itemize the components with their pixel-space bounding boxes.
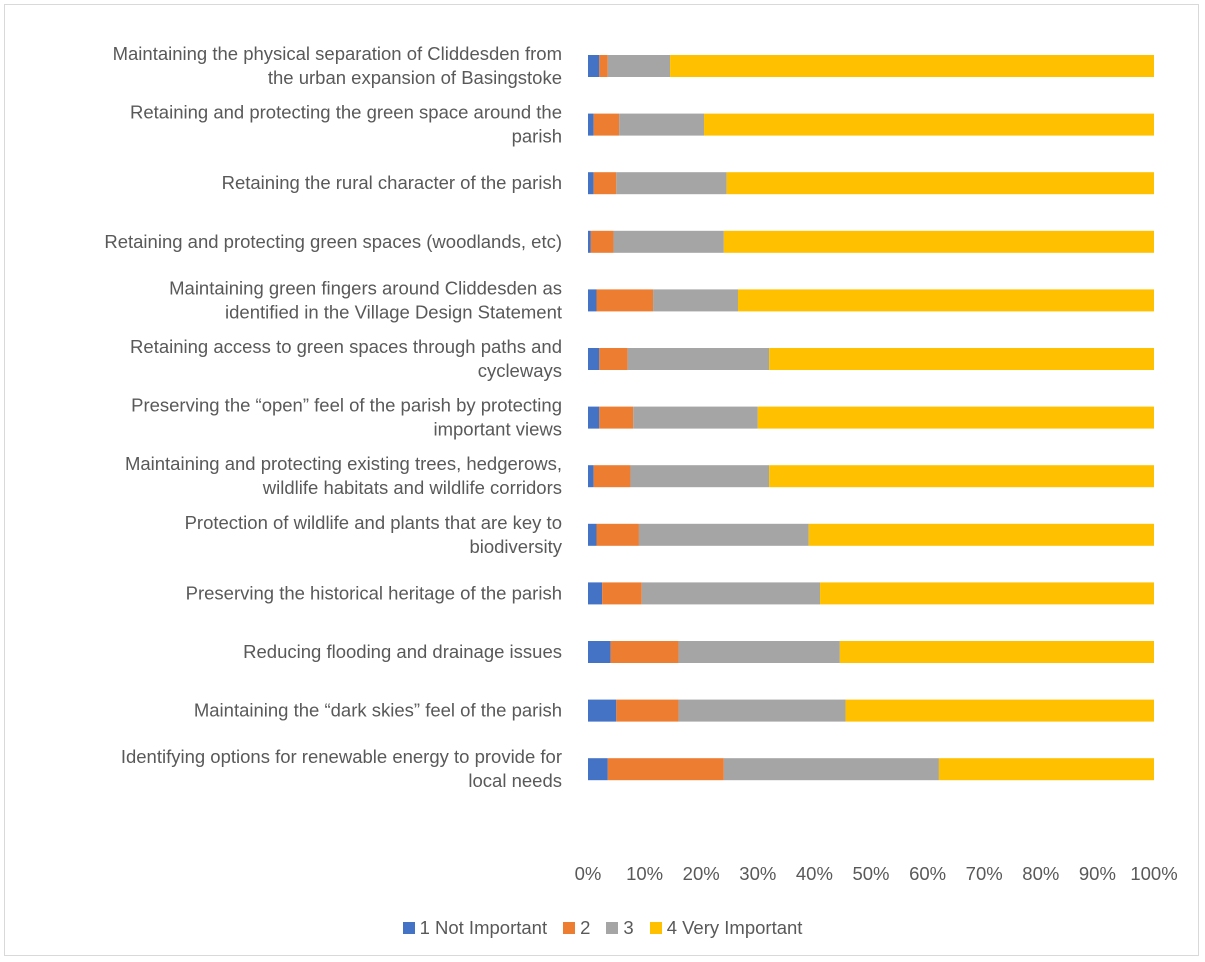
bar-segment-2-series-4	[704, 113, 1154, 136]
bar-segment-11-series-3	[678, 641, 840, 663]
bar-segment-6-series-3	[627, 348, 770, 370]
category-label: Maintaining the “dark skies” feel of the…	[194, 700, 562, 721]
x-tick-label: 10%	[626, 863, 663, 884]
bar-segment-9-series-4	[808, 523, 1154, 546]
bar-segment-4-series-2	[590, 230, 614, 253]
category-label: Maintaining the physical separation of C…	[113, 43, 562, 88]
bar-segment-5-series-1	[588, 289, 597, 312]
bar-segment-2-series-3	[619, 113, 705, 136]
bar-segment-9-series-2	[596, 523, 639, 546]
bar-segment-1-series-3	[607, 55, 671, 77]
x-tick-label: 80%	[1022, 863, 1059, 884]
category-label: Retaining access to green spaces through…	[130, 336, 562, 381]
bar-segment-6-series-4	[769, 348, 1154, 370]
bar-segment-10-series-2	[602, 582, 642, 605]
bar-segment-7-series-2	[599, 406, 634, 429]
x-tick-label: 50%	[852, 863, 889, 884]
bar-segment-1-series-1	[588, 55, 600, 77]
category-label: Retaining and protecting the green space…	[130, 102, 562, 147]
bar-segment-12-series-4	[845, 699, 1154, 722]
category-label: Maintaining and protecting existing tree…	[125, 453, 562, 498]
bar-segment-1-series-2	[599, 55, 608, 77]
category-label: Protection of wildlife and plants that a…	[185, 512, 563, 557]
legend-swatch	[402, 922, 415, 934]
legend-label: 2	[580, 917, 591, 938]
bar-segment-6-series-2	[599, 348, 628, 370]
category-label: Reducing flooding and drainage issues	[243, 641, 562, 662]
bar-segment-5-series-3	[653, 289, 738, 312]
bar-segment-12-series-3	[678, 699, 846, 722]
bar-segment-10-series-3	[641, 582, 821, 605]
bar-segment-8-series-4	[769, 465, 1154, 488]
x-tick-label: 100%	[1130, 863, 1177, 884]
bar-segment-8-series-1	[588, 465, 594, 488]
bar-segment-7-series-4	[757, 406, 1154, 429]
bar-segment-3-series-4	[726, 172, 1154, 195]
x-tick-label: 30%	[739, 863, 776, 884]
legend-swatch	[649, 922, 662, 934]
bar-segment-4-series-4	[723, 230, 1154, 253]
bar-segment-1-series-4	[670, 55, 1154, 77]
bar-segment-5-series-4	[737, 289, 1154, 312]
x-tick-label: 90%	[1079, 863, 1116, 884]
legend-item: 2	[563, 917, 590, 939]
bar-segment-13-series-2	[607, 758, 724, 781]
bar-segment-11-series-4	[839, 641, 1154, 663]
legend-item: 3	[606, 917, 634, 939]
x-tick-label: 20%	[683, 863, 720, 884]
bar-segment-3-series-3	[616, 172, 727, 195]
bar-segment-5-series-2	[596, 289, 654, 312]
category-label: Preserving the “open” feel of the parish…	[131, 395, 562, 440]
bar-segment-3-series-2	[593, 172, 617, 195]
bar-segment-9-series-1	[588, 523, 597, 546]
category-label: Retaining the rural character of the par…	[222, 172, 562, 193]
bar-segment-4-series-3	[613, 230, 724, 253]
bars-group	[588, 55, 1154, 781]
x-tick-label: 0%	[575, 863, 602, 884]
bar-segment-10-series-4	[820, 582, 1154, 605]
bar-segment-7-series-1	[588, 406, 600, 429]
legend-item: 1 Not Important	[402, 917, 548, 939]
x-axis-ticks-group: 0% 10% 20% 30% 40% 50% 60% 70% 80% 90% 100%	[575, 863, 1178, 884]
category-labels-group: Maintaining the physical separation of C…	[104, 43, 562, 791]
bar-segment-13-series-3	[723, 758, 939, 781]
bar-segment-3-series-1	[588, 172, 594, 195]
bar-segment-2-series-2	[593, 113, 620, 136]
x-tick-label: 60%	[909, 863, 946, 884]
bar-segment-12-series-2	[616, 699, 679, 722]
legend-item: 4 Very Important	[649, 917, 803, 939]
x-tick-label: 70%	[966, 863, 1003, 884]
legend-label: 3	[623, 917, 634, 938]
bar-segment-13-series-4	[938, 758, 1154, 781]
bar-segment-8-series-2	[593, 465, 631, 488]
legend-label: 4 Very Important	[666, 917, 803, 938]
category-label: Maintaining green fingers around Cliddes…	[169, 277, 562, 322]
legend-swatch	[563, 922, 576, 934]
bar-segment-10-series-1	[588, 582, 603, 605]
bar-segment-11-series-1	[588, 641, 611, 663]
bar-segment-13-series-1	[588, 758, 608, 781]
bar-segment-9-series-3	[638, 523, 809, 546]
x-tick-label: 40%	[796, 863, 833, 884]
bar-segment-4-series-1	[588, 230, 591, 253]
category-label: Retaining and protecting green spaces (w…	[104, 231, 562, 252]
bar-segment-7-series-3	[633, 406, 758, 429]
category-label: Identifying options for renewable energy…	[121, 746, 562, 791]
bar-segment-12-series-1	[588, 699, 617, 722]
legend-label: 1 Not Important	[419, 917, 548, 938]
bar-segment-2-series-1	[588, 113, 594, 136]
bar-segment-6-series-1	[588, 348, 600, 370]
bar-segment-11-series-2	[610, 641, 679, 663]
legend-swatch	[606, 922, 619, 934]
category-label: Preserving the historical heritage of th…	[186, 582, 562, 603]
bar-segment-8-series-3	[630, 465, 770, 488]
legend: 1 Not Important 2 3 4 Very Important	[0, 917, 1205, 939]
